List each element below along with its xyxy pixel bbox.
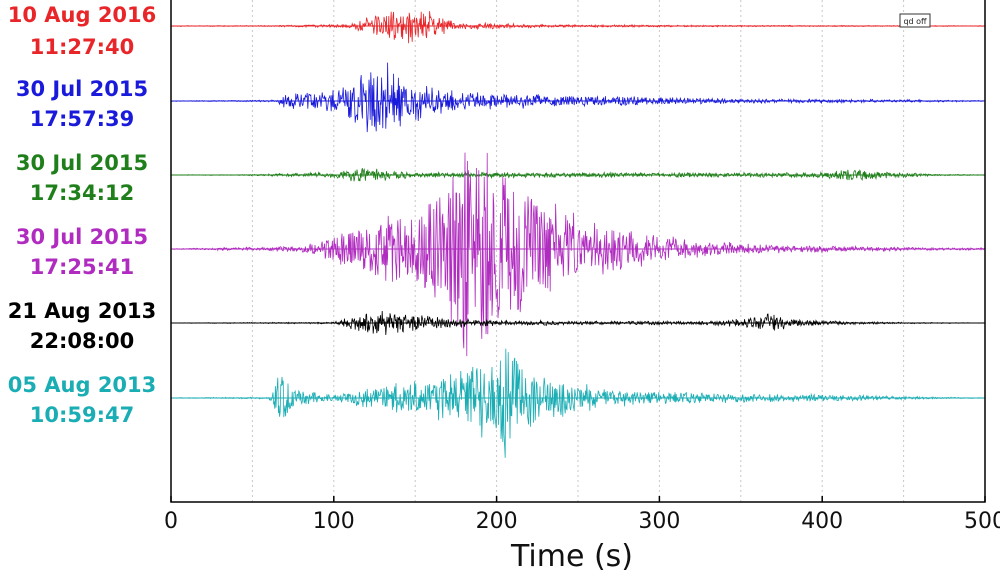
- waveform-trace: [171, 62, 985, 133]
- trace-labels: 10 Aug 2016 11:27:40 30 Jul 2015 17:57:39 30…: [8, 3, 157, 427]
- waveform-traces: [171, 11, 985, 458]
- trace-label-date: 21 Aug 2013: [8, 299, 157, 323]
- x-tick-label: 0: [164, 509, 178, 534]
- x-tick-label: 300: [638, 509, 680, 534]
- trace-label-time: 17:57:39: [30, 107, 134, 131]
- trace-label-time: 22:08:00: [30, 329, 134, 353]
- trace-label-time: 10:59:47: [30, 403, 134, 427]
- x-tick-label: 100: [313, 509, 355, 534]
- x-tick-label: 500: [964, 509, 1000, 534]
- trace-label-date: 05 Aug 2013: [8, 373, 157, 397]
- waveform-trace: [171, 167, 985, 182]
- x-axis-ticks: 0 100 200 300 400 500: [164, 496, 1000, 534]
- trace-label-date: 10 Aug 2016: [8, 3, 157, 27]
- x-tick-label: 400: [801, 509, 843, 534]
- waveform-trace: [171, 152, 985, 357]
- waveform-trace: [171, 348, 985, 458]
- x-tick-label: 200: [476, 509, 518, 534]
- x-axis-title: Time (s): [510, 539, 633, 574]
- qd-off-annotation: qd off: [899, 13, 931, 28]
- trace-label-date: 30 Jul 2015: [16, 151, 148, 175]
- qd-off-text: qd off: [903, 17, 927, 26]
- trace-label-time: 17:34:12: [30, 181, 134, 205]
- trace-label-time: 17:25:41: [30, 255, 134, 279]
- waveform-trace: [171, 310, 985, 336]
- trace-label-time: 11:27:40: [30, 35, 134, 59]
- trace-label-date: 30 Jul 2015: [16, 225, 148, 249]
- waveform-trace: [171, 11, 985, 44]
- plot-frame: [170, 0, 986, 503]
- trace-label-date: 30 Jul 2015: [16, 77, 148, 101]
